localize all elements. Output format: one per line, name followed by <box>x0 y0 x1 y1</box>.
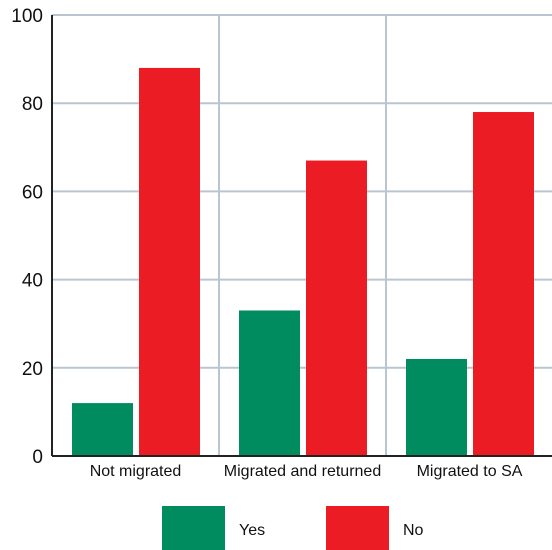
legend-label-no: No <box>403 522 424 539</box>
category-labels: Not migrated Migrated and returned Migrate… <box>90 463 523 480</box>
y-tick-label: 20 <box>22 359 43 380</box>
bar-yes-1 <box>72 403 133 456</box>
category-label: Migrated to SA <box>417 463 523 480</box>
y-tick-label: 100 <box>11 6 43 27</box>
bar-yes-2 <box>239 310 300 456</box>
y-tick-label: 60 <box>22 182 43 203</box>
legend-swatch-no <box>326 506 389 550</box>
bars-group <box>72 67 534 457</box>
y-tick-label: 40 <box>22 271 43 292</box>
category-label: Not migrated <box>90 463 182 480</box>
y-tick-label: 0 <box>32 447 43 468</box>
bar-yes-3 <box>406 358 467 456</box>
axes <box>51 15 552 457</box>
y-tick-labels: 0 20 40 60 80 100 <box>11 6 43 468</box>
grid-lines <box>52 14 552 456</box>
category-label: Migrated and returned <box>224 463 381 480</box>
legend-swatch-yes <box>162 506 225 550</box>
legend-label-yes: Yes <box>239 522 265 539</box>
legend: Yes No <box>162 506 424 550</box>
bar-no-3 <box>473 112 534 457</box>
y-tick-label: 80 <box>22 94 43 115</box>
bar-no-1 <box>139 67 200 457</box>
bar-no-2 <box>306 160 367 456</box>
